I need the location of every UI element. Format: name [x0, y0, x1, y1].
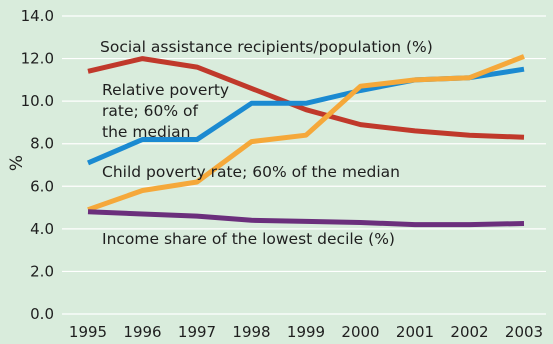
series-line-2	[87, 54, 525, 213]
y-tick-label: 14.0	[21, 7, 54, 25]
y-tick-label: 6.0	[30, 177, 54, 195]
x-tick-label: 2001	[396, 323, 434, 341]
x-tick-label: 1995	[69, 323, 107, 341]
y-tick-label: 8.0	[30, 135, 54, 153]
series-line-0	[87, 56, 525, 140]
x-tick-label: 1998	[232, 323, 270, 341]
series-line-3	[87, 209, 525, 228]
x-axis-ticks: 1995 1996 1997 1998 1999 2000 2001 2002 2003	[69, 323, 543, 341]
y-tick-label: 2.0	[30, 262, 54, 280]
annotation-relative-poverty-line3: the median	[102, 123, 190, 141]
annotation-relative-poverty-line1: Relative poverty	[102, 81, 229, 99]
annotation-child-poverty: Child poverty rate; 60% of the median	[102, 163, 400, 181]
y-axis-ticks: 0.0 2.0 4.0 6.0 8.0 10.0 12.0 14.0	[21, 7, 54, 323]
x-tick-label: 1996	[123, 323, 161, 341]
x-tick-label: 2000	[341, 323, 379, 341]
y-tick-label: 12.0	[21, 50, 54, 68]
annotation-social-assistance: Social assistance recipients/population …	[100, 38, 433, 56]
annotation-income-share: Income share of the lowest decile (%)	[102, 230, 395, 248]
y-tick-label: 10.0	[21, 92, 54, 110]
y-axis-label: %	[7, 155, 27, 171]
series-lines	[87, 54, 525, 228]
annotation-relative-poverty-line2: rate; 60% of	[102, 102, 198, 120]
y-tick-label: 0.0	[30, 305, 54, 323]
x-tick-label: 2003	[505, 323, 543, 341]
y-tick-label: 4.0	[30, 220, 54, 238]
x-tick-label: 1997	[178, 323, 216, 341]
x-tick-label: 1999	[287, 323, 325, 341]
x-tick-label: 2002	[450, 323, 488, 341]
